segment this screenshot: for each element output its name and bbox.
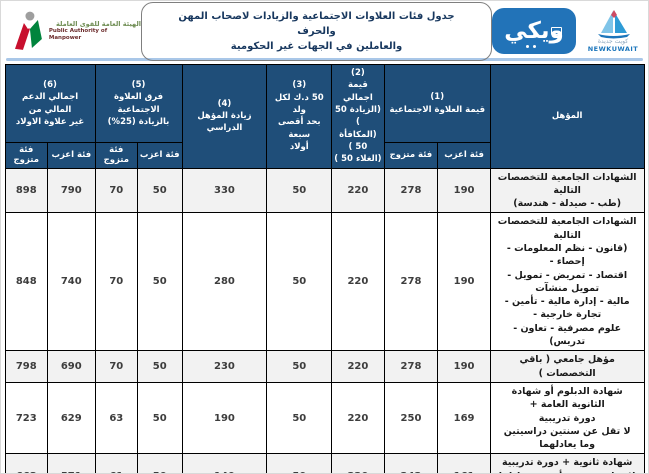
- qualification-cell: شهادة ثانوية + دورة تدريبية لا تقل عن سن…: [489, 453, 645, 473]
- value-cell: 50: [266, 167, 333, 214]
- value-cell: 280: [181, 212, 268, 352]
- subheader-col6-single: فئة اعزب: [47, 142, 96, 169]
- header-col2-total-value: (2) قيمة اجمالي (الزيادة 50 ) (المكافأة …: [331, 64, 385, 169]
- new-kuwait-english: NEWKUWAIT: [587, 44, 639, 53]
- value-cell: 848: [4, 212, 49, 352]
- qualification-cell: شهادة الدبلوم أو شهادة الثانوية العامة +…: [489, 381, 645, 455]
- table-row: شهادة ثانوية + دورة تدريبية لا تقل عن سن…: [4, 453, 645, 473]
- wiki-logo: ويكي: [492, 8, 576, 54]
- value-cell: 190: [437, 212, 491, 352]
- kuwait-flag-icon: [551, 27, 562, 35]
- table-row: مؤهل جامعي ( باقي التخصصات ) 190 278 220…: [4, 350, 645, 383]
- value-cell: 70: [94, 212, 139, 352]
- value-cell: 50: [137, 212, 183, 352]
- value-cell: 663: [4, 453, 49, 473]
- value-cell: 798: [4, 350, 49, 383]
- subheader-col5-single: فئة اعزب: [137, 142, 183, 169]
- value-cell: 242: [383, 453, 439, 473]
- value-cell: 629: [47, 381, 96, 455]
- value-cell: 50: [137, 167, 183, 214]
- title-wrap: جدول فئات العلاوات الاجتماعية والزيادات …: [141, 1, 492, 61]
- pam-logo: الهيئة العامة للقوى العاملة Public Autho…: [11, 9, 141, 53]
- new-kuwait-logo: كويت جديدة NEWKUWAIT: [584, 9, 642, 53]
- value-cell: 571: [47, 453, 96, 473]
- header-col6-total-support: (6) اجمالي الدعم المالي من غير علاوة الا…: [4, 63, 96, 144]
- value-cell: 61: [94, 453, 139, 473]
- value-cell: 220: [331, 212, 385, 352]
- value-cell: 50: [137, 350, 183, 383]
- page-title: جدول فئات العلاوات الاجتماعية والزيادات …: [141, 1, 492, 61]
- value-cell: 278: [383, 212, 439, 352]
- header-col3-per-child: (3) 50 د.ك لكل ولد بحد أقصى سبعة أولاد: [266, 64, 333, 169]
- value-cell: 740: [47, 212, 96, 352]
- pam-name-english: Public Authority of Manpower: [48, 28, 108, 41]
- value-cell: 220: [331, 167, 385, 214]
- wiki-logo-text: ويكي: [504, 17, 564, 44]
- value-cell: 50: [266, 350, 333, 383]
- value-cell: 190: [181, 381, 268, 455]
- qualification-cell: مؤهل جامعي ( باقي التخصصات ): [489, 350, 645, 383]
- value-cell: 161: [437, 453, 491, 473]
- header-col5-allowance-difference: (5) فرق العلاوة الاجتماعية بالزيادة (25%…: [94, 63, 183, 144]
- value-cell: 230: [181, 350, 268, 383]
- value-cell: 790: [47, 167, 96, 214]
- subheader-col1-single: فئة اعزب: [437, 142, 491, 169]
- top-banner: الهيئة العامة للقوى العاملة Public Autho…: [1, 1, 648, 61]
- value-cell: 220: [331, 350, 385, 383]
- table-row: الشهادات الجامعية للتخصصات التالية (قانو…: [4, 212, 645, 352]
- sailboat-icon: [598, 10, 630, 39]
- value-cell: 50: [137, 381, 183, 455]
- table-row: الشهادات الجامعية للتخصصات التالية (طب -…: [4, 167, 645, 214]
- pam-logo-text: الهيئة العامة للقوى العاملة Public Autho…: [48, 19, 141, 42]
- value-cell: 50: [137, 453, 183, 473]
- value-cell: 50: [266, 381, 333, 455]
- table-row: شهادة الدبلوم أو شهادة الثانوية العامة +…: [4, 381, 645, 455]
- qualification-cell: الشهادات الجامعية للتخصصات التالية (قانو…: [489, 212, 645, 352]
- pam-figure-icon: [14, 11, 42, 50]
- value-cell: 70: [94, 350, 139, 383]
- wiki-dots-decoration: [526, 45, 536, 48]
- value-cell: 898: [4, 167, 49, 214]
- value-cell: 190: [437, 167, 491, 214]
- value-cell: 250: [383, 381, 439, 455]
- value-cell: 63: [94, 381, 139, 455]
- value-cell: 169: [437, 381, 491, 455]
- value-cell: 220: [331, 453, 385, 473]
- value-cell: 220: [331, 381, 385, 455]
- value-cell: 50: [266, 453, 333, 473]
- value-cell: 690: [47, 350, 96, 383]
- header-col1-social-allowance: (1) قيمة العلاوة الاجتماعية: [383, 63, 491, 144]
- header-qualification: المؤهل: [489, 64, 645, 169]
- pam-name-arabic: الهيئة العامة للقوى العاملة: [56, 19, 141, 28]
- value-cell: 278: [383, 350, 439, 383]
- new-kuwait-arabic: كويت جديدة: [597, 38, 629, 46]
- value-cell: 50: [266, 212, 333, 352]
- value-cell: 330: [181, 167, 268, 214]
- subheader-col5-married: فئة متزوج: [94, 142, 139, 169]
- value-cell: 723: [4, 381, 49, 455]
- allowances-table: المؤهل (1) قيمة العلاوة الاجتماعية (2) ق…: [4, 63, 645, 473]
- value-cell: 140: [181, 453, 268, 473]
- subheader-col1-married: فئة متزوج: [383, 142, 439, 169]
- value-cell: 278: [383, 167, 439, 214]
- subheader-col6-married: فئة متزوج: [4, 142, 49, 169]
- value-cell: 190: [437, 350, 491, 383]
- value-cell: 70: [94, 167, 139, 214]
- qualification-cell: الشهادات الجامعية للتخصصات التالية (طب -…: [489, 167, 645, 214]
- header-col4-degree-increase: (4) زيادة المؤهل الدراسي: [181, 64, 268, 169]
